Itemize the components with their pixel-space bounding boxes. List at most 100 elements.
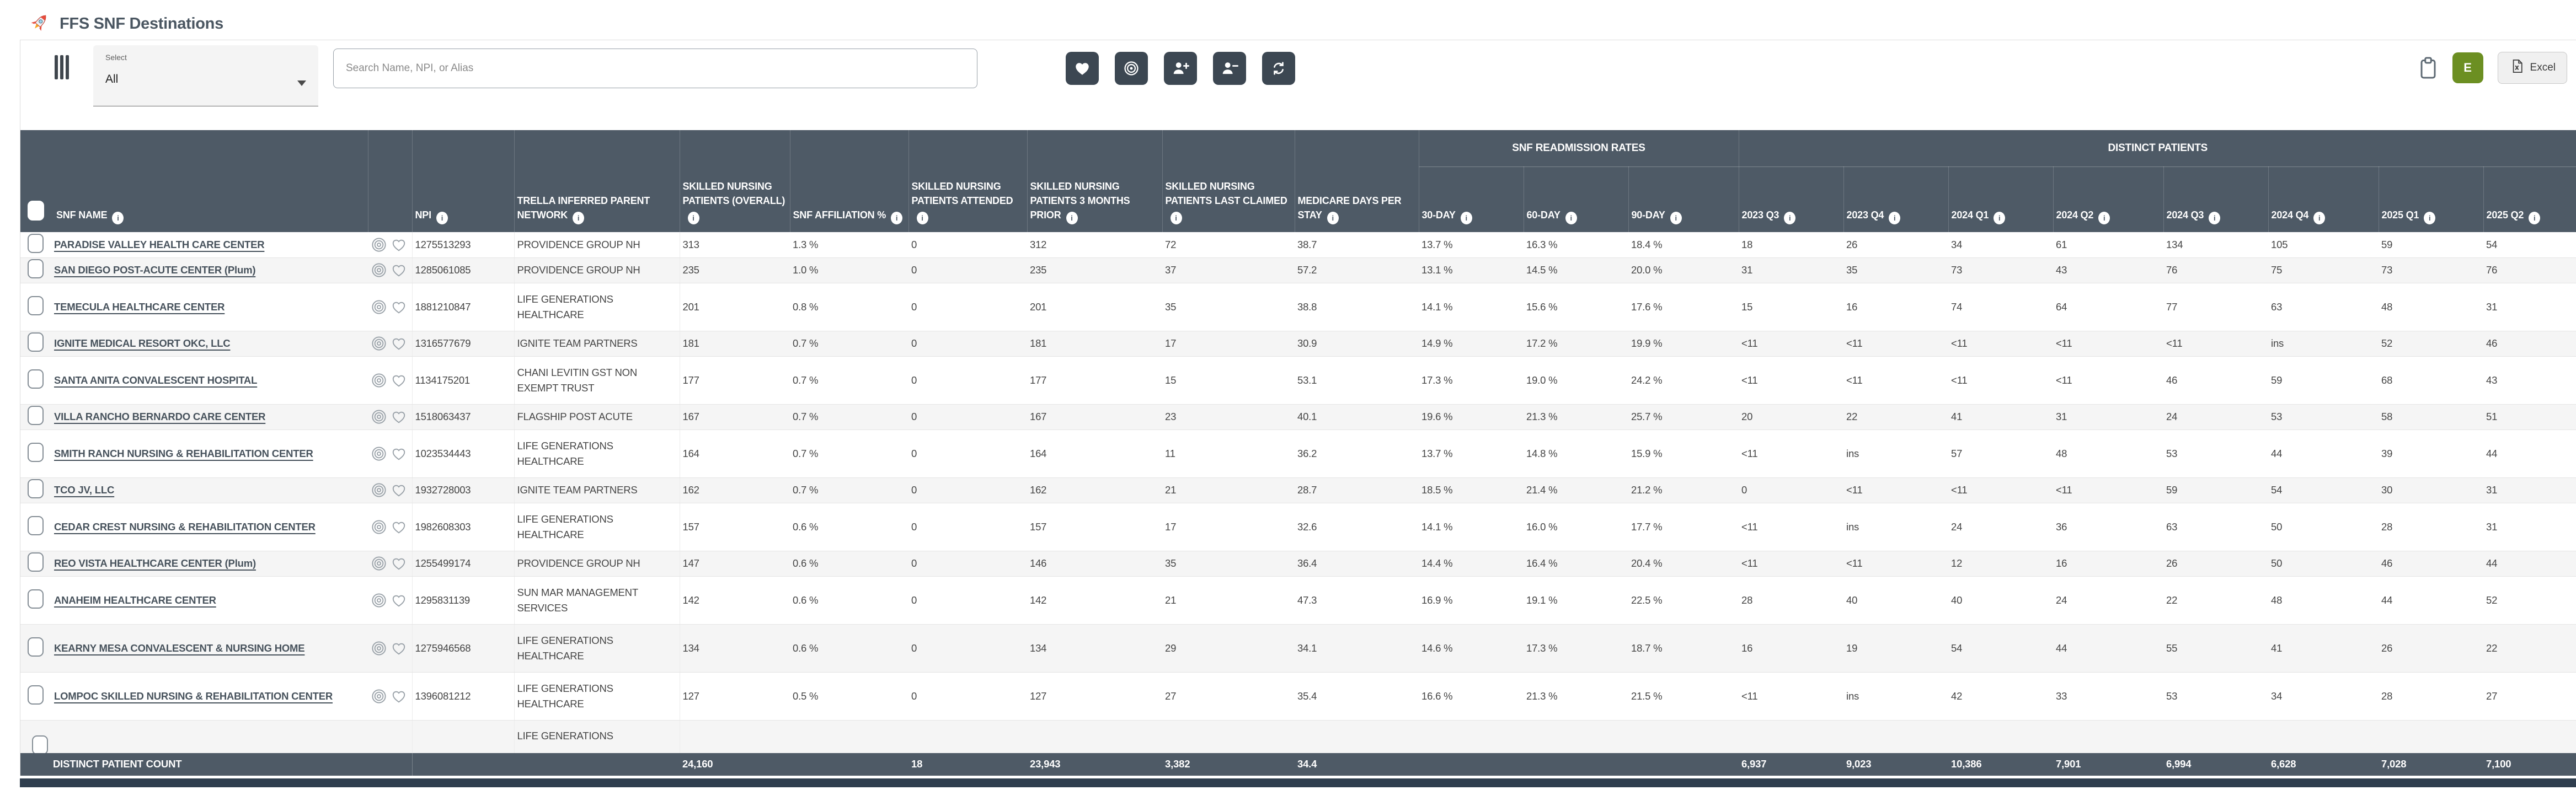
snf-name-link[interactable]: SAN DIEGO POST-ACUTE CENTER (Plum) — [54, 264, 256, 276]
info-icon[interactable]: i — [573, 212, 585, 224]
heart-icon[interactable] — [391, 640, 407, 657]
col-header-2024-q1[interactable]: 2024 Q1 i — [1948, 166, 2054, 232]
target-icon[interactable] — [371, 299, 387, 315]
snf-name-link[interactable]: SANTA ANITA CONVALESCENT HOSPITAL — [54, 374, 258, 386]
heart-icon[interactable] — [391, 237, 407, 253]
avatar[interactable]: E — [2452, 52, 2483, 83]
search-input[interactable] — [333, 49, 977, 88]
target-icon[interactable] — [371, 555, 387, 572]
heart-icon[interactable] — [391, 482, 407, 498]
target-icon[interactable] — [371, 262, 387, 278]
group-header-readmission-rates[interactable]: SNF READMISSION RATES — [1419, 130, 1739, 167]
col-header-patients-last-claimed[interactable]: SKILLED NURSING PATIENTS LAST CLAIMEDi — [1162, 130, 1295, 232]
heart-icon[interactable] — [391, 262, 407, 278]
target-icon[interactable] — [371, 482, 387, 498]
col-header-patients-overall[interactable]: SKILLED NURSING PATIENTS (OVERALL)i — [680, 130, 790, 232]
snf-name-link[interactable]: REO VISTA HEALTHCARE CENTER (Plum) — [54, 557, 256, 569]
refresh-button[interactable] — [1262, 52, 1295, 85]
heart-icon[interactable] — [391, 372, 407, 389]
row-checkbox[interactable] — [28, 332, 44, 352]
info-icon[interactable]: i — [1784, 212, 1796, 224]
info-icon[interactable]: i — [2209, 212, 2221, 224]
info-icon[interactable]: i — [2424, 212, 2436, 224]
col-header-parent-network[interactable]: TRELLA INFERRED PARENT NETWORK i — [514, 130, 680, 232]
info-icon[interactable]: i — [1170, 212, 1182, 224]
target-icon[interactable] — [371, 372, 387, 389]
columns-icon[interactable] — [55, 55, 69, 79]
target-icon[interactable] — [371, 445, 387, 462]
info-icon[interactable]: i — [687, 212, 699, 224]
row-checkbox[interactable] — [28, 442, 44, 462]
heart-icon[interactable] — [391, 555, 407, 572]
col-header-2024-q2[interactable]: 2024 Q2 i — [2053, 166, 2164, 232]
col-header-medicare-days-per-stay[interactable]: MEDICARE DAYS PER STAY i — [1295, 130, 1419, 232]
col-header-2024-q3[interactable]: 2024 Q3 i — [2163, 166, 2269, 232]
info-icon[interactable]: i — [1889, 212, 1901, 224]
col-header-snf-name[interactable]: SNF NAME i — [54, 130, 368, 232]
target-icon[interactable] — [371, 592, 387, 609]
target-icon[interactable] — [371, 409, 387, 425]
col-header-30-day[interactable]: 30-DAY i — [1419, 166, 1524, 232]
snf-name-link[interactable]: ANAHEIM HEALTHCARE CENTER — [54, 594, 216, 606]
heart-icon[interactable] — [391, 445, 407, 462]
info-icon[interactable]: i — [112, 212, 124, 224]
col-header-patients-attended[interactable]: SKILLED NURSING PATIENTS ATTENDEDi — [908, 130, 1028, 232]
heart-icon[interactable] — [391, 688, 407, 705]
col-header-row-icons[interactable] — [368, 130, 413, 232]
heart-icon[interactable] — [391, 335, 407, 352]
heart-icon[interactable] — [391, 409, 407, 425]
info-icon[interactable]: i — [436, 212, 448, 224]
col-header-2025-q2[interactable]: 2025 Q2 i — [2483, 166, 2576, 232]
row-checkbox[interactable] — [28, 259, 44, 278]
snf-name-link[interactable]: TEMECULA HEALTHCARE CENTER — [54, 300, 225, 313]
row-checkbox[interactable] — [28, 233, 44, 253]
heart-icon[interactable] — [391, 299, 407, 315]
row-checkbox[interactable] — [28, 685, 44, 705]
target-button[interactable] — [1115, 52, 1148, 85]
info-icon[interactable]: i — [1460, 212, 1472, 224]
target-icon[interactable] — [371, 640, 387, 657]
col-header-2023-q3[interactable]: 2023 Q3 i — [1739, 166, 1844, 232]
target-icon[interactable] — [371, 237, 387, 253]
row-checkbox[interactable] — [28, 295, 44, 315]
info-icon[interactable]: i — [1565, 212, 1577, 224]
target-icon[interactable] — [371, 519, 387, 535]
snf-name-link[interactable]: IGNITE MEDICAL RESORT OKC, LLC — [54, 337, 231, 349]
filter-select[interactable]: Select All — [93, 45, 318, 106]
row-checkbox[interactable] — [28, 637, 44, 657]
horizontal-scrollbar[interactable] — [20, 778, 2576, 787]
row-checkbox[interactable] — [28, 479, 44, 498]
group-header-distinct-patients[interactable]: DISTINCT PATIENTS — [1739, 130, 2576, 167]
snf-name-link[interactable]: TCO JV, LLC — [54, 484, 115, 496]
row-checkbox[interactable] — [28, 406, 44, 425]
col-header-affiliation-pct[interactable]: SNF AFFILIATION % i — [790, 130, 909, 232]
select-all-header[interactable] — [20, 130, 54, 232]
info-icon[interactable]: i — [1994, 212, 2006, 224]
col-header-patients-3-months-prior[interactable]: SKILLED NURSING PATIENTS 3 MONTHS PRIOR i — [1027, 130, 1163, 232]
snf-name-link[interactable]: SMITH RANCH NURSING & REHABILITATION CEN… — [54, 447, 313, 459]
info-icon[interactable]: i — [1327, 212, 1339, 224]
info-icon[interactable]: i — [2313, 212, 2326, 224]
select-all-checkbox[interactable] — [28, 201, 44, 221]
person-add-button[interactable] — [1164, 52, 1197, 85]
info-icon[interactable]: i — [2529, 212, 2541, 224]
snf-name-link[interactable]: CEDAR CREST NURSING & REHABILITATION CEN… — [54, 520, 316, 533]
heart-icon[interactable] — [391, 592, 407, 609]
info-icon[interactable]: i — [1670, 212, 1682, 224]
snf-name-link[interactable]: VILLA RANCHO BERNARDO CARE CENTER — [54, 411, 266, 422]
excel-export-button[interactable]: Excel — [2497, 52, 2567, 84]
heart-icon[interactable] — [391, 519, 407, 535]
person-remove-button[interactable] — [1213, 52, 1246, 85]
row-checkbox[interactable] — [28, 369, 44, 389]
snf-name-link[interactable]: LOMPOC SKILLED NURSING & REHABILITATION … — [54, 690, 333, 702]
col-header-2025-q1[interactable]: 2025 Q1 i — [2379, 166, 2484, 232]
info-icon[interactable]: i — [1066, 212, 1078, 224]
row-checkbox[interactable] — [28, 552, 44, 572]
col-header-npi[interactable]: NPI i — [412, 130, 515, 232]
snf-name-link[interactable]: KEARNY MESA CONVALESCENT & NURSING HOME — [54, 642, 305, 654]
row-checkbox[interactable] — [28, 589, 44, 609]
row-checkbox[interactable] — [32, 735, 48, 753]
col-header-60-day[interactable]: 60-DAY i — [1524, 166, 1629, 232]
row-checkbox[interactable] — [28, 515, 44, 535]
col-header-2024-q4[interactable]: 2024 Q4 i — [2268, 166, 2379, 232]
